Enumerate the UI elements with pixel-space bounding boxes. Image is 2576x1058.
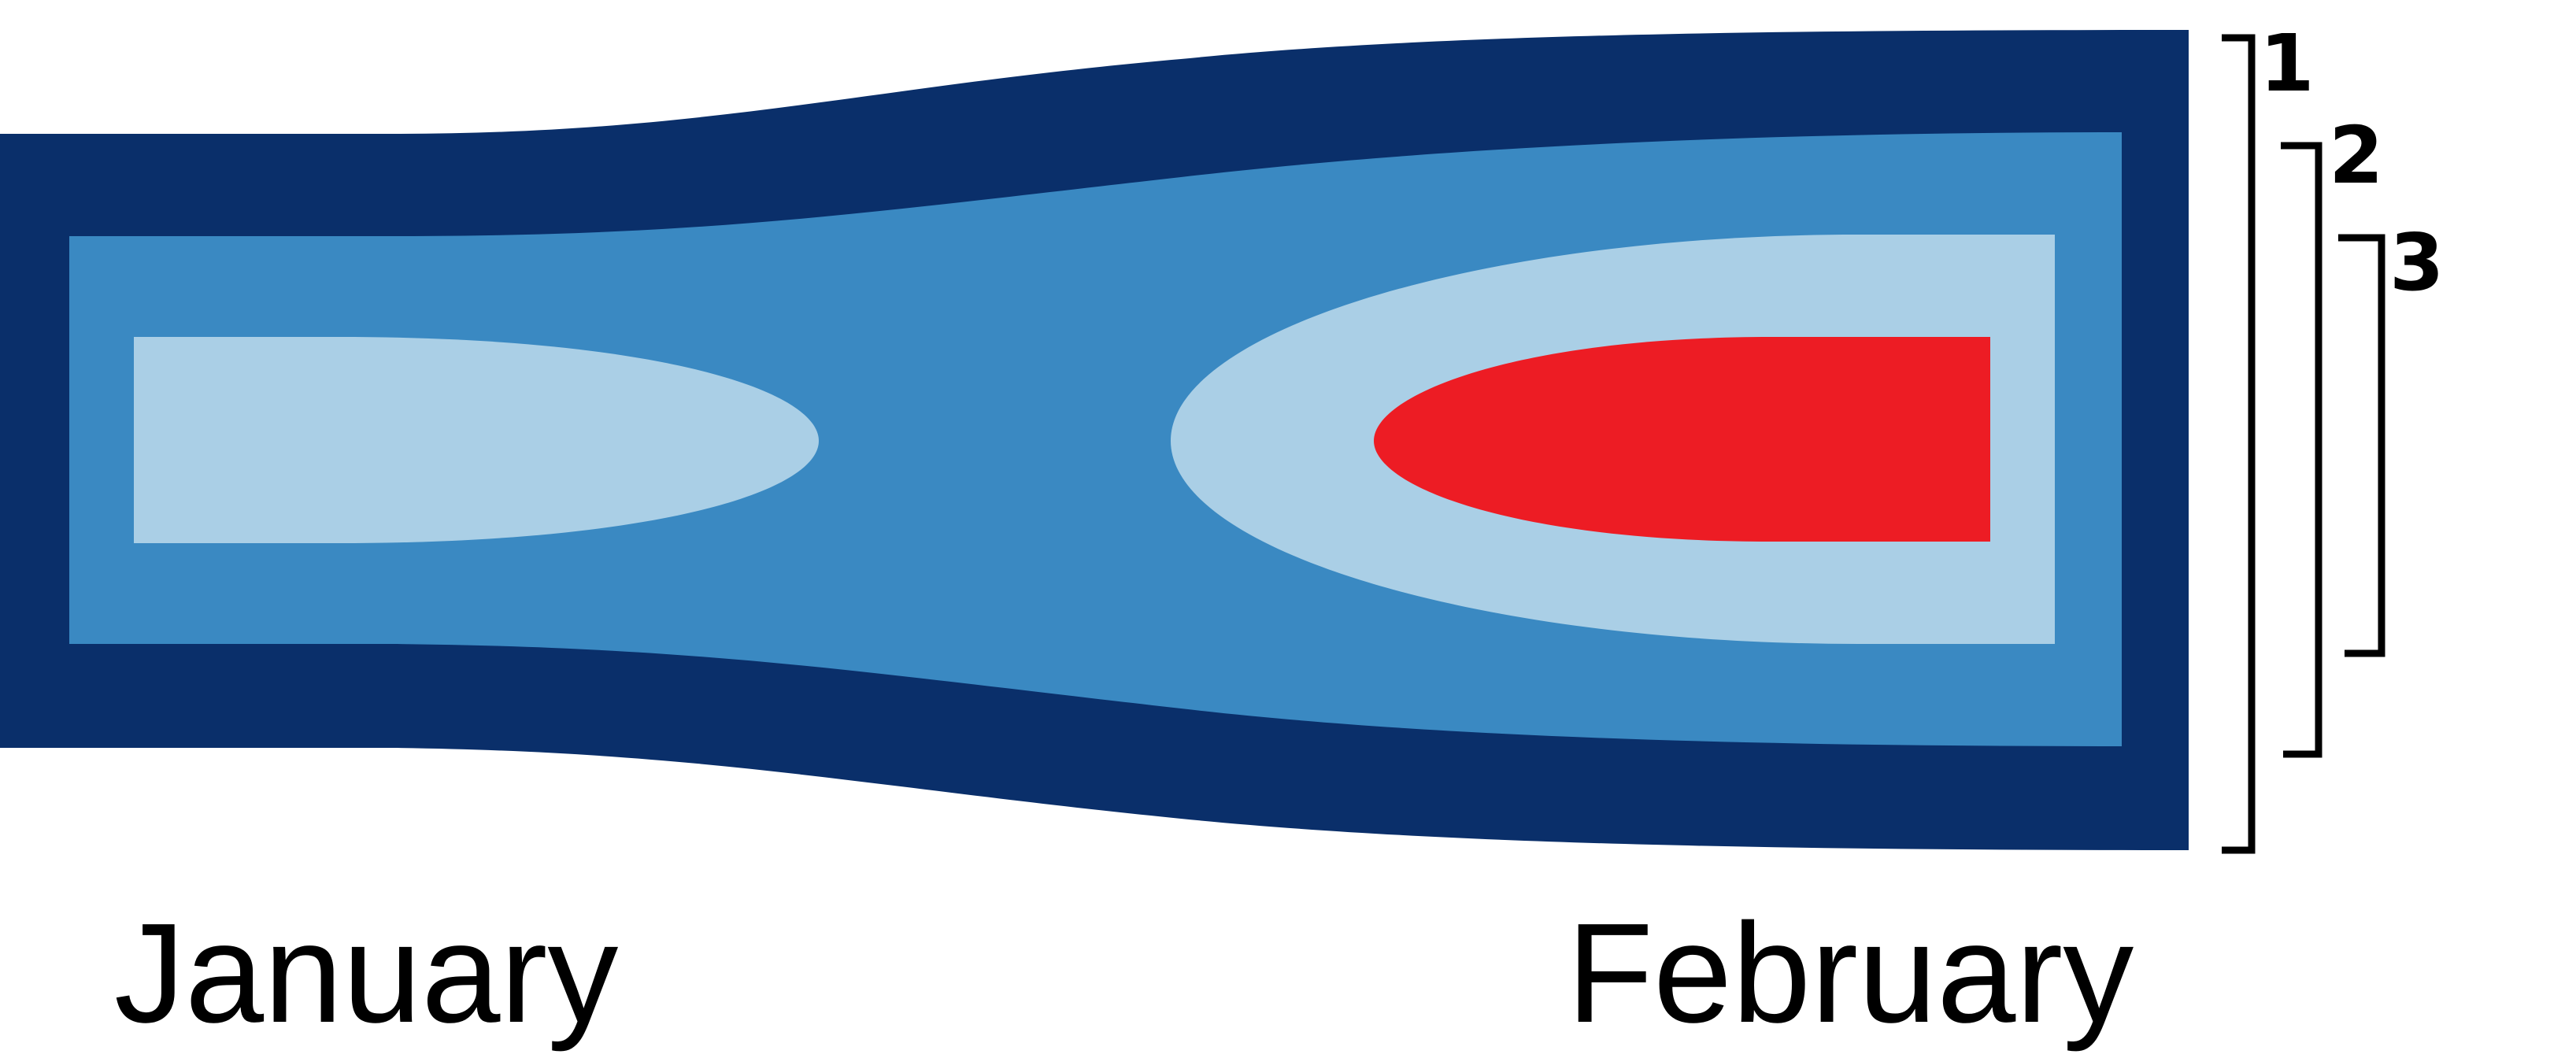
bracket-level-3: [2338, 234, 2385, 657]
month-label-february: February: [1567, 894, 2134, 1052]
month-label-january: January: [114, 894, 618, 1052]
bracket-level-1: [2222, 34, 2256, 854]
band-level-3-left: [134, 337, 819, 543]
level-brackets: 1 2 3: [2222, 17, 2445, 854]
level-label-1: 1: [2260, 17, 2315, 109]
bracket-level-2: [2281, 142, 2322, 758]
level-label-3: 3: [2389, 216, 2445, 309]
level-label-2: 2: [2329, 109, 2384, 202]
core-region: [1374, 337, 1990, 542]
